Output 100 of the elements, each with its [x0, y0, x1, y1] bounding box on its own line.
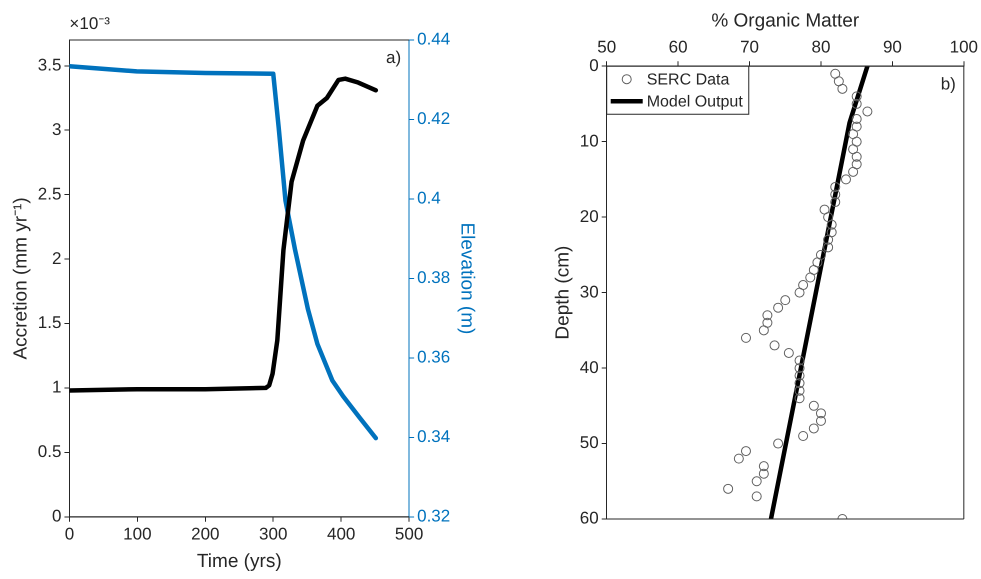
point [820, 204, 830, 215]
x-tick-label: 500 [394, 524, 424, 544]
x-tick-label: 90 [882, 38, 902, 57]
y-tick-label: 50 [580, 433, 599, 452]
point [852, 98, 862, 109]
x-tick-label: 0 [64, 524, 74, 544]
point [808, 400, 819, 411]
point [752, 476, 762, 486]
point [852, 91, 862, 102]
y-axis-title: Depth (cm) [552, 246, 574, 340]
point [784, 348, 794, 358]
point [798, 280, 808, 290]
y-tick-label: 2.5 [38, 184, 62, 204]
point [794, 363, 805, 374]
point [862, 106, 872, 116]
point [773, 438, 784, 449]
point [758, 461, 769, 472]
point [762, 318, 772, 328]
y-tick-label: 20 [580, 206, 599, 226]
point [794, 386, 805, 396]
y-axis-title: Accretion (mm yr⁻¹) [10, 197, 32, 360]
point [816, 408, 826, 418]
x-axis-title: % Organic Matter [711, 10, 860, 32]
x-axis-title: Time (yrs) [196, 550, 282, 572]
point [752, 491, 762, 502]
y-tick-label: 3.5 [38, 55, 62, 74]
point [816, 416, 826, 426]
point [740, 446, 751, 456]
point [852, 152, 862, 162]
y-tick-label: 1.5 [38, 313, 62, 332]
point [794, 378, 805, 388]
y2-tick-label: 0.36 [417, 348, 450, 367]
point [794, 288, 805, 298]
point [773, 302, 784, 313]
y2-axis-title: Elevation (m) [456, 222, 478, 334]
point [830, 189, 840, 200]
y2-tick-label: 0.34 [417, 427, 450, 446]
point [852, 114, 862, 124]
point [794, 393, 805, 404]
x-tick-label: 50 [597, 38, 616, 57]
point [723, 484, 734, 494]
legend-label: Model Output [646, 94, 744, 111]
y-tick-label: 0.5 [38, 442, 62, 462]
point [826, 227, 837, 238]
y2-tick-label: 0.4 [417, 188, 441, 208]
annotation: a) [386, 48, 402, 68]
point [852, 122, 862, 132]
y-tick-label: 2 [52, 248, 62, 268]
point [758, 468, 769, 479]
y2-tick-label: 0.42 [417, 109, 450, 128]
x-tick-label: 200 [191, 524, 220, 544]
point [780, 295, 790, 306]
point [740, 332, 751, 343]
point [794, 356, 805, 366]
y-tick-label: 3 [52, 120, 62, 139]
point [823, 234, 834, 245]
y-tick-label: 30 [580, 282, 599, 302]
point [770, 340, 780, 350]
point [794, 370, 805, 381]
x-tick-label: 400 [326, 524, 356, 544]
point [762, 310, 772, 320]
y-tick-label: 0 [52, 506, 62, 526]
point [798, 430, 808, 441]
point [805, 272, 816, 283]
point [830, 68, 840, 79]
point [840, 174, 851, 184]
x-tick-label: 300 [259, 524, 288, 544]
x-tick-label: 70 [740, 38, 760, 57]
y-tick-label: 60 [580, 508, 599, 528]
point [848, 144, 858, 154]
point [848, 166, 858, 177]
point [830, 197, 840, 208]
x-tick-label: 80 [812, 38, 830, 57]
legend-label: SERC Data [646, 72, 730, 89]
x-tick-label: 60 [668, 38, 688, 57]
point [852, 159, 862, 170]
point [830, 182, 840, 192]
point [808, 264, 819, 275]
y2-tick-label: 0.44 [417, 30, 450, 49]
x-tick-label: 100 [950, 38, 978, 57]
point [812, 257, 822, 268]
point [834, 76, 844, 86]
point [816, 250, 826, 260]
y-tick-label: 1 [52, 378, 62, 397]
point [823, 242, 834, 252]
y-tick-label: 10 [580, 131, 599, 150]
text: ×10⁻³ [69, 14, 110, 34]
annotation: b) [940, 74, 956, 94]
point [734, 454, 744, 464]
point [823, 212, 834, 222]
point [808, 423, 819, 434]
x-tick-label: 100 [123, 524, 152, 544]
point [852, 136, 862, 147]
y2-tick-label: 0.32 [417, 506, 450, 526]
point [758, 325, 769, 336]
point [848, 129, 858, 140]
y-tick-label: 40 [580, 358, 599, 377]
y2-tick-label: 0.38 [417, 268, 450, 288]
point [837, 84, 848, 94]
point [826, 220, 837, 230]
